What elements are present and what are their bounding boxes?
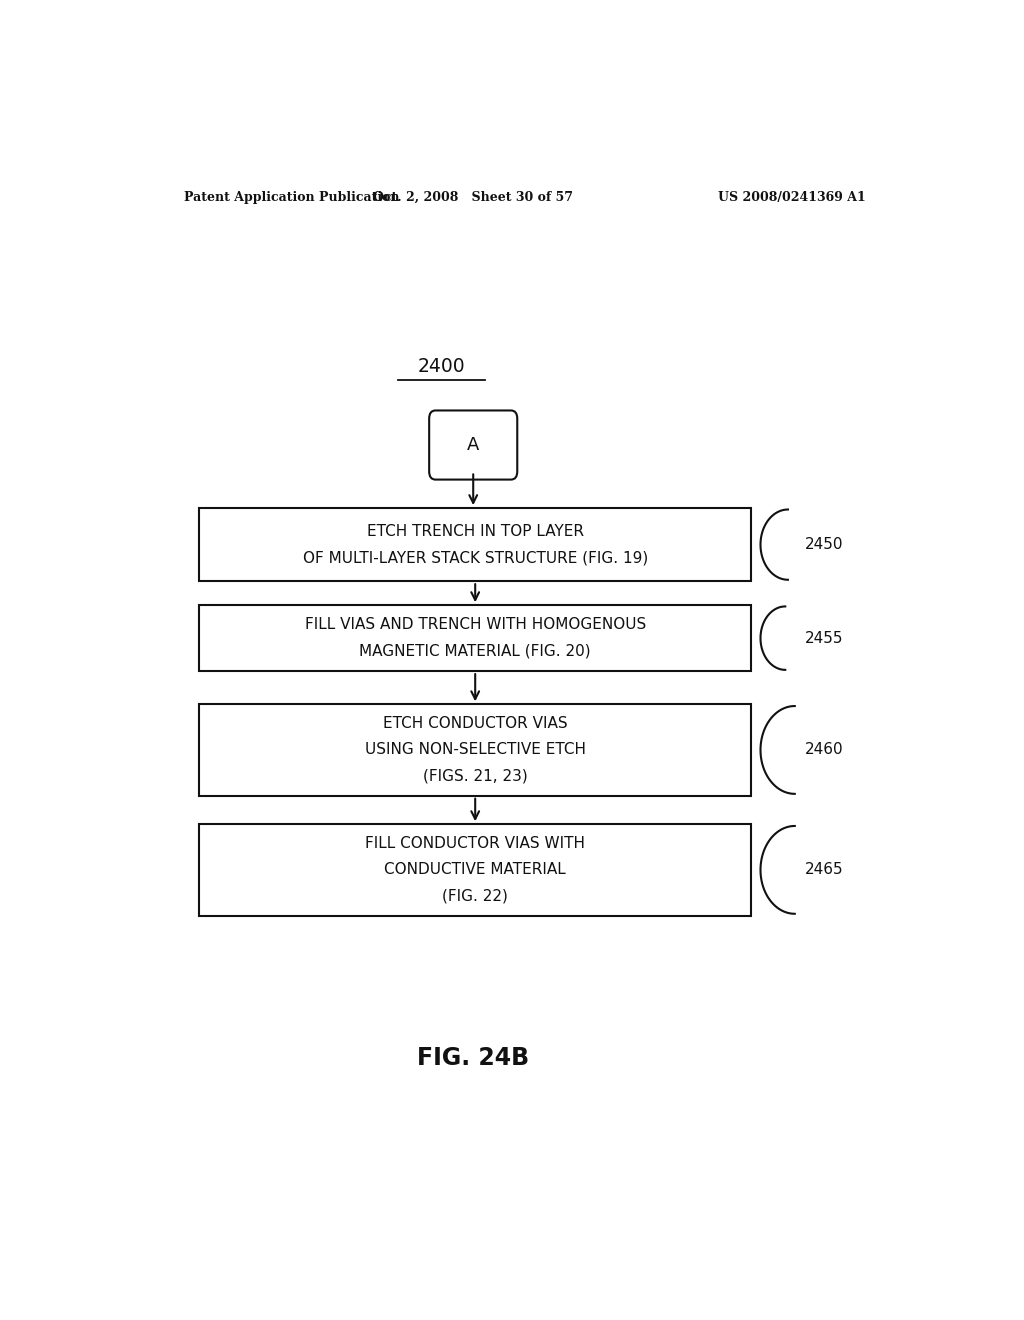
Text: 2460: 2460 <box>805 742 844 758</box>
Text: US 2008/0241369 A1: US 2008/0241369 A1 <box>718 190 866 203</box>
Text: (FIGS. 21, 23): (FIGS. 21, 23) <box>423 768 527 784</box>
Text: Oct. 2, 2008   Sheet 30 of 57: Oct. 2, 2008 Sheet 30 of 57 <box>373 190 573 203</box>
Text: FIG. 24B: FIG. 24B <box>417 1045 529 1071</box>
Text: Patent Application Publication: Patent Application Publication <box>183 190 399 203</box>
Bar <box>200 704 751 796</box>
Text: CONDUCTIVE MATERIAL: CONDUCTIVE MATERIAL <box>384 862 566 878</box>
Text: OF MULTI-LAYER STACK STRUCTURE (FIG. 19): OF MULTI-LAYER STACK STRUCTURE (FIG. 19) <box>302 550 648 565</box>
Text: ETCH TRENCH IN TOP LAYER: ETCH TRENCH IN TOP LAYER <box>367 524 584 539</box>
Text: ETCH CONDUCTOR VIAS: ETCH CONDUCTOR VIAS <box>383 715 567 731</box>
Text: 2465: 2465 <box>805 862 844 878</box>
FancyBboxPatch shape <box>429 411 517 479</box>
Text: MAGNETIC MATERIAL (FIG. 20): MAGNETIC MATERIAL (FIG. 20) <box>359 644 591 659</box>
Text: A: A <box>467 436 479 454</box>
Bar <box>200 508 751 581</box>
Bar <box>200 824 751 916</box>
Text: (FIG. 22): (FIG. 22) <box>442 888 508 904</box>
Text: 2450: 2450 <box>805 537 844 552</box>
Text: USING NON-SELECTIVE ETCH: USING NON-SELECTIVE ETCH <box>365 742 586 758</box>
Bar <box>200 605 751 671</box>
Text: 2400: 2400 <box>418 358 465 376</box>
Text: FILL VIAS AND TRENCH WITH HOMOGENOUS: FILL VIAS AND TRENCH WITH HOMOGENOUS <box>304 618 646 632</box>
Text: FILL CONDUCTOR VIAS WITH: FILL CONDUCTOR VIAS WITH <box>366 836 585 851</box>
Text: 2455: 2455 <box>805 631 844 645</box>
